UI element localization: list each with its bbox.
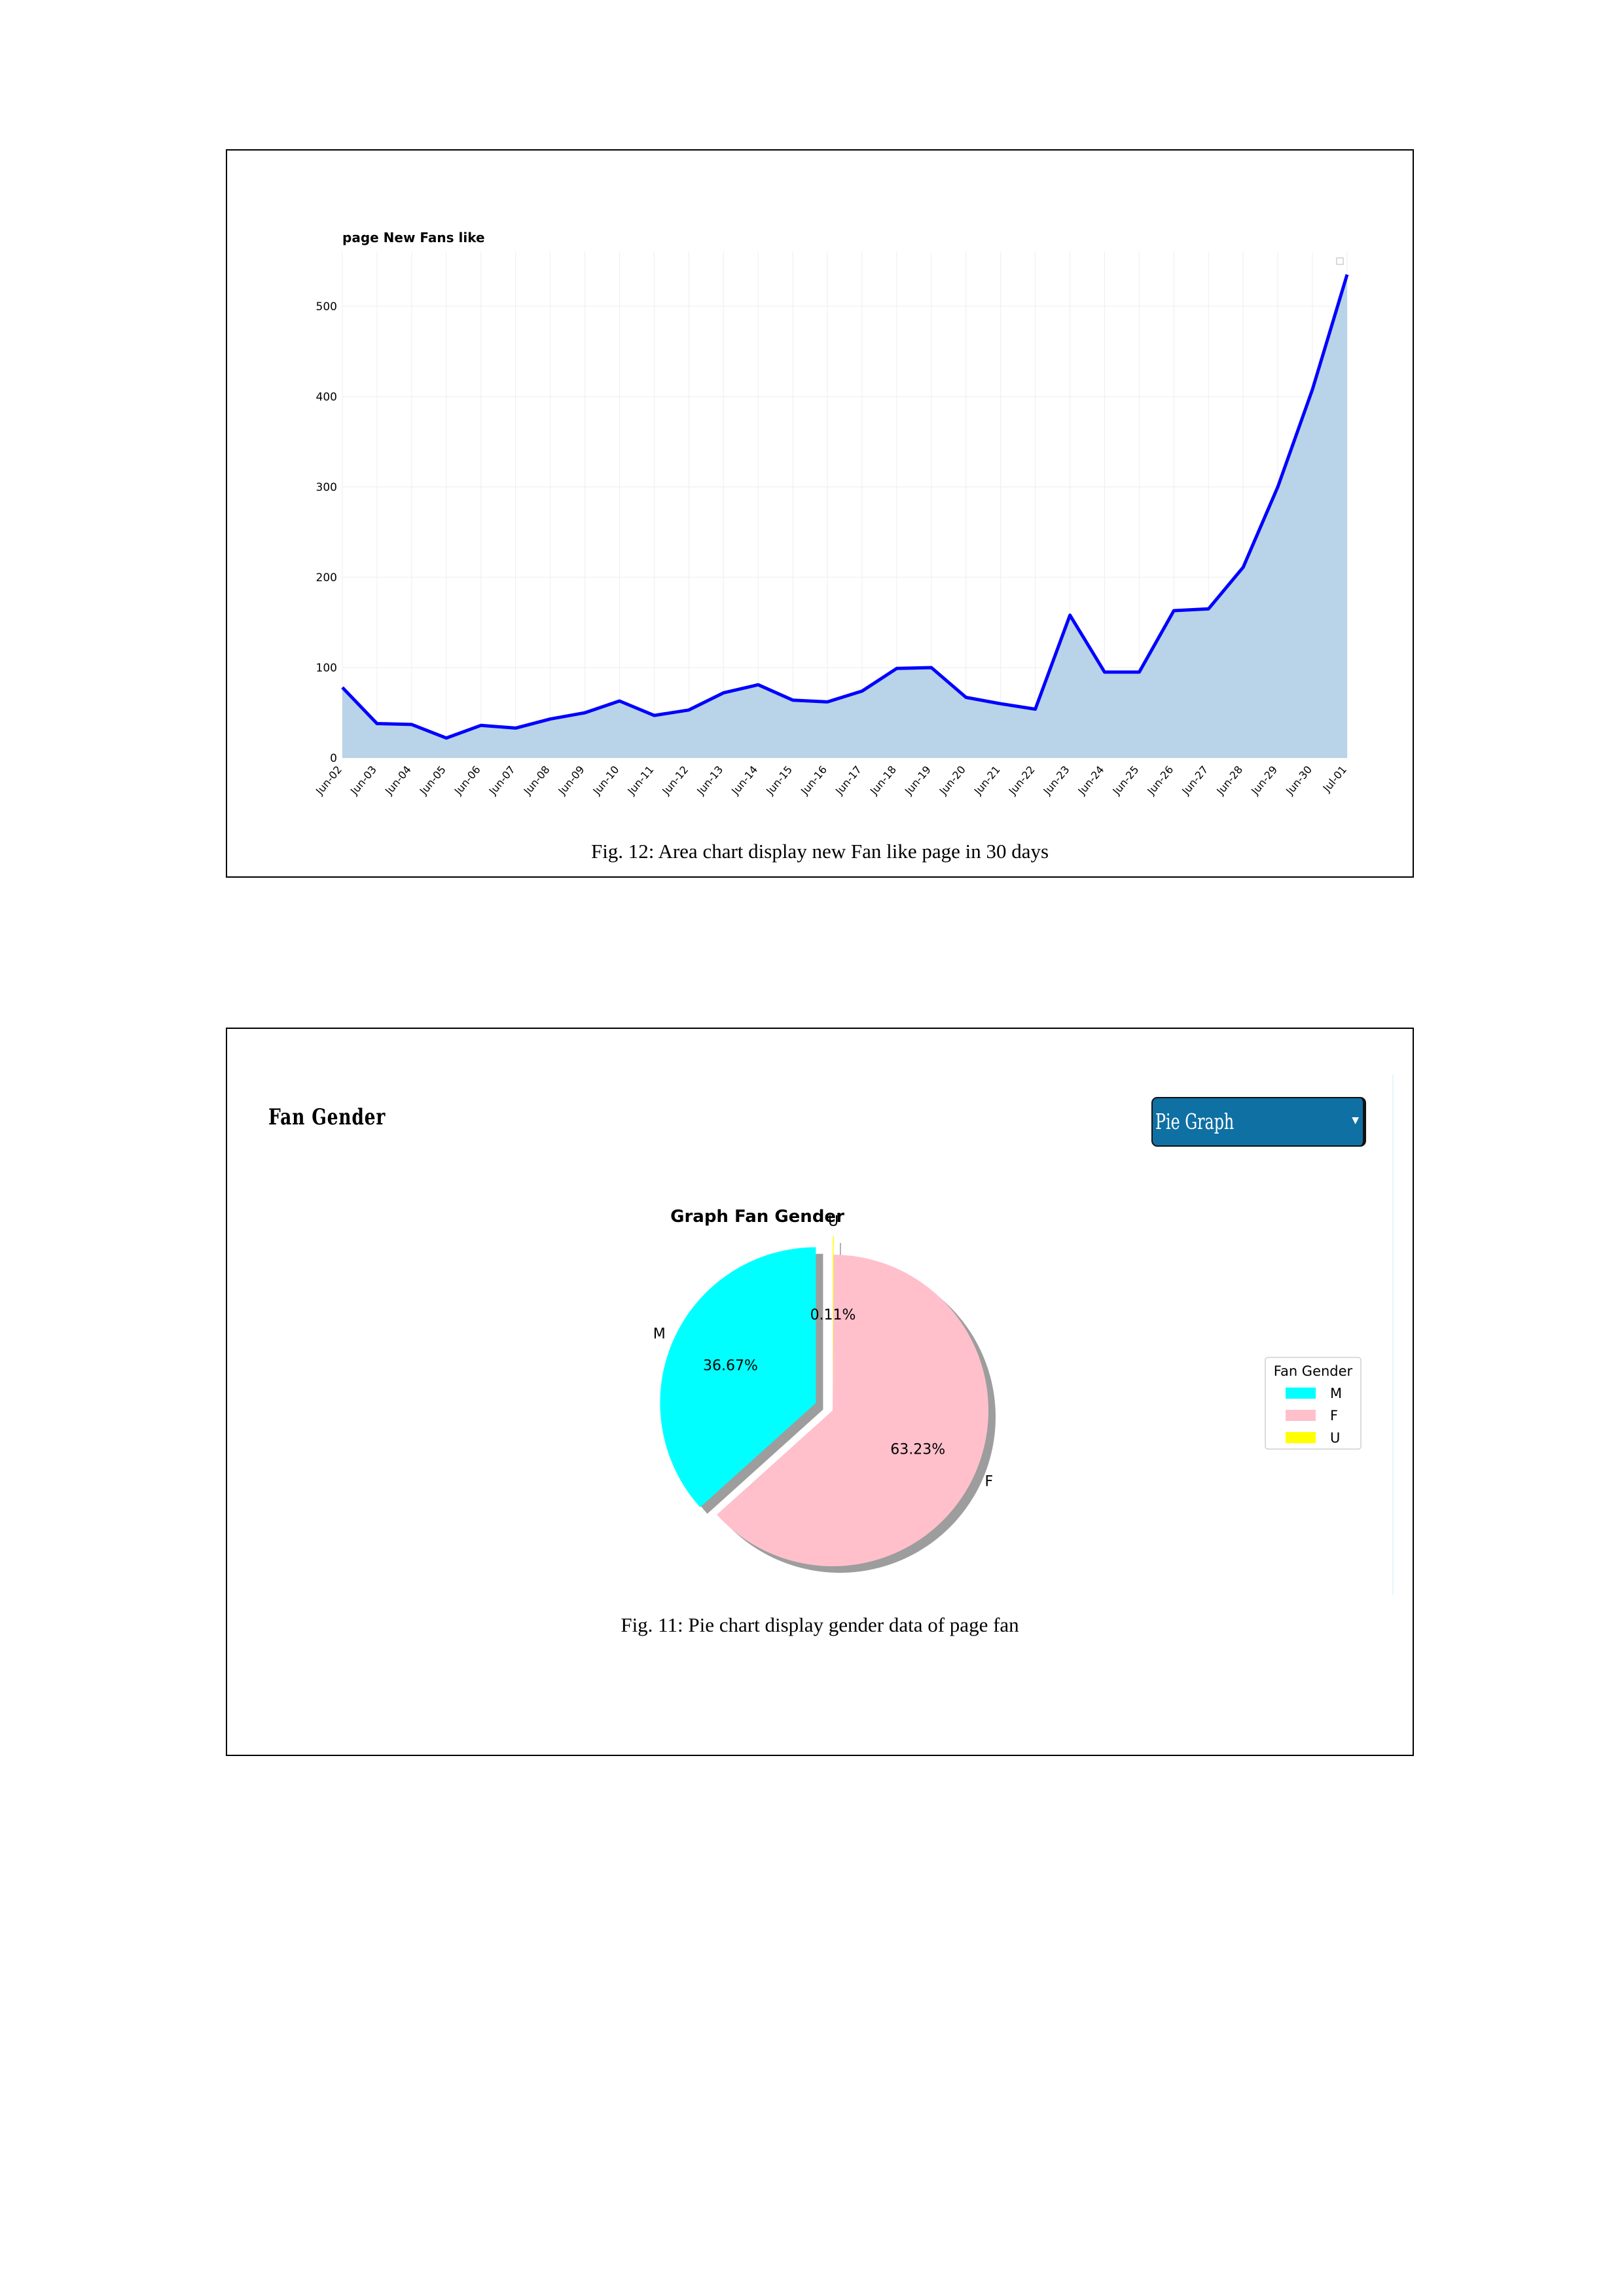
dropdown-selected-value: Pie Graph xyxy=(1155,1109,1235,1134)
legend-box xyxy=(1336,257,1344,265)
pie-chart-title: Graph Fan Gender xyxy=(670,1207,844,1227)
x-tick-label: Jun-17 xyxy=(833,763,864,797)
x-tick-label: Jun-27 xyxy=(1179,763,1210,797)
pie-category-label: M xyxy=(653,1326,666,1342)
x-tick-label: Jun-21 xyxy=(971,763,1003,797)
figure-12-area-chart: 0 100 200 300 400 500 Jun-02 Jun-03 Jun-04 Jun-0… xyxy=(226,149,1414,878)
x-tick-label: Jul-01 xyxy=(1320,763,1349,795)
x-tick-label: Jun-09 xyxy=(556,763,587,797)
y-tick-label: 500 xyxy=(316,300,337,314)
x-tick-label: Jun-08 xyxy=(521,763,552,797)
chart-type-dropdown[interactable]: Pie Graph ▼ xyxy=(1151,1097,1366,1147)
x-tick-label: Jun-25 xyxy=(1110,763,1141,797)
x-tick-label: Jun-15 xyxy=(763,763,795,797)
pie-chart: 36.67% M 63.23% F 0.11% U Graph Fan Gender Fa… xyxy=(653,1207,1362,1573)
x-tick-label: Jun-07 xyxy=(486,763,518,797)
y-tick-label: 300 xyxy=(316,481,337,494)
x-tick-label: Jun-18 xyxy=(867,763,899,797)
x-tick-label: Jun-22 xyxy=(1006,763,1038,797)
x-tick-label: Jun-26 xyxy=(1144,763,1176,797)
legend-swatch-F xyxy=(1286,1410,1316,1421)
x-tick-label: Jun-20 xyxy=(937,763,968,797)
panel-divider xyxy=(1392,1075,1394,1595)
pie-category-label: U xyxy=(828,1213,839,1230)
legend-frame xyxy=(1265,1357,1362,1450)
x-tick-label: Jun-12 xyxy=(659,763,691,797)
pie-percent-label: 36.67% xyxy=(703,1358,758,1374)
x-tick-label: Jun-16 xyxy=(798,763,829,797)
x-tick-label: Jun-23 xyxy=(1041,763,1072,797)
x-tick-label: Jun-05 xyxy=(417,763,448,797)
panel-title: Fan Gender xyxy=(268,1104,386,1130)
chart-title: page New Fans like xyxy=(342,230,485,245)
figure-12-caption: Fig. 12: Area chart display new Fan like… xyxy=(590,840,1049,863)
x-tick-label: Jun-28 xyxy=(1214,763,1245,797)
pie-category-label: F xyxy=(984,1473,993,1490)
y-tick-label: 0 xyxy=(330,752,337,765)
x-tick-label: Jun-13 xyxy=(694,763,725,797)
x-tick-label: Jun-06 xyxy=(452,763,483,797)
x-tick-label: Jun-30 xyxy=(1283,763,1314,797)
x-tick-label: Jun-14 xyxy=(729,763,760,797)
x-tick-label: Jun-04 xyxy=(382,763,414,797)
x-tick-label: Jun-11 xyxy=(624,763,656,797)
area-fill xyxy=(342,274,1347,758)
pie-slice-F xyxy=(717,1255,988,1566)
pie-legend: Fan Gender MFU xyxy=(1265,1357,1362,1450)
x-tick-label: Jun-10 xyxy=(590,763,621,797)
x-tick-label: Jun-03 xyxy=(348,763,379,797)
legend-title: Fan Gender xyxy=(1274,1363,1353,1379)
y-tick-label: 400 xyxy=(316,391,337,404)
x-tick-label: Jun-29 xyxy=(1248,763,1280,797)
legend-label: U xyxy=(1330,1430,1340,1446)
y-tick-label: 100 xyxy=(316,662,337,675)
legend-swatch-M xyxy=(1286,1388,1316,1399)
series-line xyxy=(341,274,1349,740)
pie-percent-label: 0.11% xyxy=(810,1307,856,1323)
x-tick-label: Jun-19 xyxy=(902,763,933,797)
x-tick-label: Jun-24 xyxy=(1075,763,1106,797)
x-tick-label: Jun-02 xyxy=(313,763,344,797)
y-tick-label: 200 xyxy=(316,571,337,584)
figure-11-caption: Fig. 11: Pie chart display gender data o… xyxy=(621,1613,1019,1636)
pie-slice-M xyxy=(660,1247,816,1507)
pie-slice-U xyxy=(833,1236,834,1393)
legend-label: M xyxy=(1330,1386,1342,1401)
pie-percent-label: 63.23% xyxy=(890,1442,945,1458)
legend-swatch-U xyxy=(1286,1432,1316,1443)
legend-label: F xyxy=(1330,1408,1338,1424)
figure-11-pie-panel: Fan Gender Pie Graph ▼ 36.67% M 63.23% F 0.1… xyxy=(226,1028,1414,1756)
caret-down-icon: ▼ xyxy=(1352,1115,1359,1126)
